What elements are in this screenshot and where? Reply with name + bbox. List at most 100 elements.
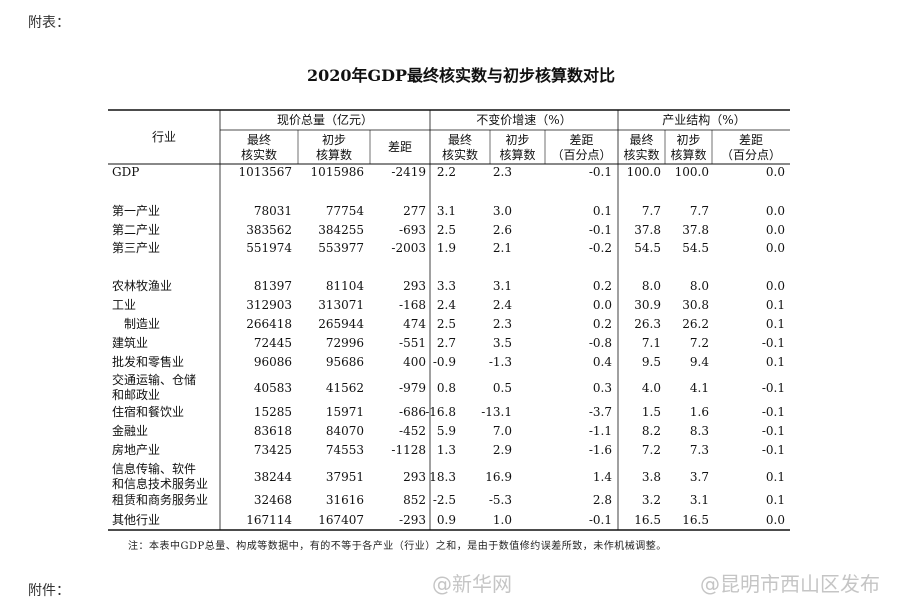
cell: -0.9	[432, 354, 456, 369]
cell: 0.0	[765, 240, 785, 255]
cell: 312903	[246, 297, 292, 312]
cell: 16.5	[682, 512, 709, 527]
cell: 3.1	[689, 492, 709, 507]
cell: 3.8	[641, 469, 661, 484]
column-header: 最终 核实数	[623, 133, 660, 162]
cell: 2.6	[492, 222, 512, 237]
cell: 18.3	[429, 469, 456, 484]
cell: 1.9	[436, 240, 456, 255]
cell: 32468	[253, 492, 292, 507]
cell: -452	[399, 423, 426, 438]
cell: 9.4	[689, 354, 709, 369]
cell: 41562	[325, 380, 364, 395]
cell: 1.0	[492, 512, 512, 527]
cell: -1.3	[488, 354, 512, 369]
cell: 95686	[325, 354, 364, 369]
cell: 81397	[253, 278, 292, 293]
cell: 54.5	[634, 240, 661, 255]
cell: -0.8	[588, 335, 612, 350]
cell: 3.2	[641, 492, 661, 507]
cell: 7.7	[641, 203, 661, 218]
cell: 400	[403, 354, 426, 369]
note: 注：本表中GDP总量、构成等数据中，有的不等于各产业（行业）之和，是由于数值修约…	[128, 541, 667, 552]
cell: 2.5	[436, 222, 456, 237]
cell: 8.2	[641, 423, 661, 438]
cell: 16.5	[634, 512, 661, 527]
cell: -0.1	[761, 335, 785, 350]
cell: 7.7	[689, 203, 709, 218]
cell: 2.8	[592, 492, 612, 507]
column-header: 差距 （百分点）	[720, 133, 782, 162]
column-header: 最终 核实数	[240, 133, 278, 162]
row-label: 第一产业	[112, 203, 161, 218]
cell: 293	[403, 278, 426, 293]
cell: 0.0	[765, 278, 785, 293]
row-label: GDP	[112, 164, 140, 179]
cell: 0.8	[436, 380, 456, 395]
cell: 2.4	[492, 297, 512, 312]
cell: 265944	[318, 316, 364, 331]
cell: 3.1	[436, 203, 456, 218]
cell: 4.0	[641, 380, 661, 395]
row-label: 第三产业	[112, 240, 161, 255]
column-header: 差距 （百分点）	[551, 133, 612, 162]
cell: 72996	[325, 335, 364, 350]
cell: 474	[403, 316, 426, 331]
cell: 16.9	[485, 469, 512, 484]
cell: 0.0	[765, 164, 785, 179]
row-header: 行业	[151, 130, 177, 144]
cell: 0.9	[436, 512, 456, 527]
cell: 3.5	[492, 335, 512, 350]
cell: 2.9	[492, 442, 512, 457]
cell: 73425	[253, 442, 292, 457]
cell: 38244	[253, 469, 292, 484]
cell: 0.1	[765, 316, 785, 331]
row-label: 交通运输、仓储 和邮政业	[112, 373, 197, 402]
row-label: 工业	[112, 297, 137, 312]
cell: 7.2	[689, 335, 709, 350]
cell: 3.0	[492, 203, 512, 218]
cell: -0.1	[588, 222, 612, 237]
cell: 1015986	[310, 164, 364, 179]
cell: -2419	[391, 164, 426, 179]
cell: 72445	[253, 335, 292, 350]
cell: 551974	[246, 240, 292, 255]
cell: 1013567	[238, 164, 292, 179]
cell: -2.5	[432, 492, 456, 507]
cell: 7.2	[641, 442, 661, 457]
cell: 1.3	[436, 442, 456, 457]
cell: 2.3	[492, 164, 512, 179]
cell: 30.8	[682, 297, 709, 312]
cell: 30.9	[634, 297, 661, 312]
cell: 0.1	[592, 203, 612, 218]
cell: -686	[399, 404, 426, 419]
cell: 2.5	[436, 316, 456, 331]
column-header: 最终 核实数	[441, 133, 479, 162]
cell: -693	[399, 222, 426, 237]
cell: 3.7	[689, 469, 709, 484]
cell: 277	[403, 203, 426, 218]
cell: 0.2	[592, 278, 612, 293]
cell: 3.3	[436, 278, 456, 293]
cell: 8.0	[689, 278, 709, 293]
cell: 4.1	[689, 380, 709, 395]
group-header: 现价总量（亿元）	[276, 113, 374, 127]
cell: -1.1	[588, 423, 612, 438]
cell: 83618	[253, 423, 292, 438]
cell: 78031	[253, 203, 292, 218]
row-label: 建筑业	[112, 335, 149, 350]
cell: 0.2	[592, 316, 612, 331]
cell: 37.8	[682, 222, 709, 237]
row-label: 农林牧渔业	[112, 278, 173, 293]
cell: 31616	[325, 492, 364, 507]
cell: 0.4	[592, 354, 612, 369]
cell: 37.8	[634, 222, 661, 237]
cell: -0.1	[761, 404, 785, 419]
cell: 553977	[318, 240, 364, 255]
cell: 2.4	[436, 297, 456, 312]
cell: 0.1	[765, 297, 785, 312]
cell: 7.1	[641, 335, 661, 350]
cell: 1.4	[592, 469, 612, 484]
cell: 3.1	[492, 278, 512, 293]
